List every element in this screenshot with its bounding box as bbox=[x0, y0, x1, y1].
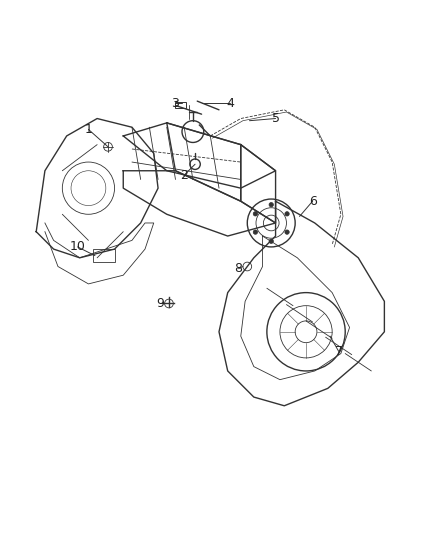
Text: 2: 2 bbox=[180, 168, 188, 182]
Circle shape bbox=[253, 230, 258, 235]
Text: 4: 4 bbox=[226, 97, 234, 110]
Text: 10: 10 bbox=[70, 240, 85, 253]
Circle shape bbox=[285, 212, 289, 216]
Text: 8: 8 bbox=[235, 262, 243, 275]
Circle shape bbox=[269, 239, 273, 244]
Text: 7: 7 bbox=[335, 345, 343, 358]
Text: 3: 3 bbox=[172, 97, 180, 110]
Circle shape bbox=[253, 212, 258, 216]
Text: 6: 6 bbox=[309, 195, 317, 208]
Circle shape bbox=[285, 230, 289, 235]
Circle shape bbox=[269, 203, 273, 207]
Text: 1: 1 bbox=[85, 123, 92, 136]
Text: 9: 9 bbox=[156, 297, 164, 310]
Text: 5: 5 bbox=[272, 112, 279, 125]
